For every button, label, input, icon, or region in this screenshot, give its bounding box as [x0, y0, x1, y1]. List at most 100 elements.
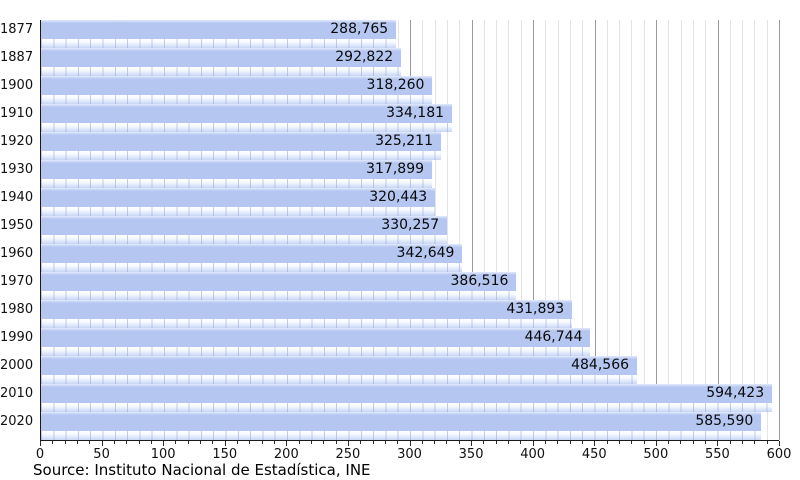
minor-gridline [668, 20, 670, 440]
y-axis-label-2010: 2010 [0, 386, 34, 401]
major-tick [409, 441, 411, 446]
bar-shine-1980 [41, 319, 573, 328]
source-caption: Source: Instituto Nacional de Estadístic… [33, 461, 371, 479]
minor-tick [680, 441, 682, 444]
minor-tick [76, 441, 78, 444]
major-tick [224, 441, 226, 446]
bar-shine-1950 [41, 235, 448, 244]
bar-row-1887: 292,822 [41, 48, 779, 76]
x-axis-label-350: 350 [458, 447, 484, 462]
minor-tick [384, 441, 386, 444]
minor-tick [631, 441, 633, 444]
bar-2000 [41, 356, 638, 375]
minor-gridline [619, 20, 621, 440]
bar-value-label: 325,211 [375, 133, 433, 149]
bar-1970 [41, 272, 517, 291]
minor-tick [742, 441, 744, 444]
y-axis-label-2000: 2000 [0, 358, 34, 373]
y-axis-label-1960: 1960 [0, 246, 34, 261]
bar-shine-1990 [41, 347, 591, 356]
minor-gridline [742, 20, 744, 440]
x-axis-label-0: 0 [35, 447, 45, 462]
minor-tick [581, 441, 583, 444]
y-axis-label-1980: 1980 [0, 302, 34, 317]
y-axis-label-1970: 1970 [0, 274, 34, 289]
x-axis-label-100: 100 [150, 447, 176, 462]
minor-tick [421, 441, 423, 444]
minor-gridline [483, 20, 485, 440]
bar-shine-1877 [41, 39, 397, 48]
major-gridline [471, 20, 473, 440]
x-axis-label-400: 400 [520, 447, 546, 462]
minor-gridline [508, 20, 510, 440]
major-tick [40, 441, 41, 446]
minor-tick [606, 441, 608, 444]
bar-value-label: 320,443 [369, 189, 428, 205]
minor-tick [754, 441, 756, 444]
bar-value-label: 446,744 [524, 329, 583, 345]
minor-tick [705, 441, 707, 444]
minor-tick [298, 441, 300, 444]
bar-1980 [41, 300, 573, 319]
bar-value-label: 585,590 [695, 413, 754, 429]
minor-tick [520, 441, 522, 444]
major-tick [779, 441, 780, 446]
bar-row-2000: 484,566 [41, 356, 779, 384]
bar-1900 [41, 76, 433, 95]
minor-gridline [643, 20, 645, 440]
major-tick [594, 441, 596, 446]
y-axis-label-1910: 1910 [0, 106, 34, 121]
minor-gridline [631, 20, 633, 440]
minor-tick [729, 441, 731, 444]
major-tick [101, 441, 103, 446]
minor-gridline [496, 20, 498, 440]
bar-value-label: 330,257 [381, 217, 440, 233]
y-axis-label-1920: 1920 [0, 134, 34, 149]
minor-gridline [582, 20, 584, 440]
major-tick [532, 441, 534, 446]
bar-1940 [41, 188, 436, 207]
bar-shine-1970 [41, 291, 517, 300]
major-gridline [594, 20, 596, 440]
bar-1960 [41, 244, 463, 263]
x-axis-label-50: 50 [93, 447, 110, 462]
major-tick [347, 441, 349, 446]
minor-gridline [606, 20, 608, 440]
x-axis-label-250: 250 [335, 447, 361, 462]
y-axis-label-1930: 1930 [0, 162, 34, 177]
bar-1920 [41, 132, 441, 151]
bar-value-label: 484,566 [571, 357, 630, 373]
minor-gridline [754, 20, 756, 440]
major-gridline [656, 20, 657, 440]
bar-1910 [41, 104, 453, 123]
bar-row-1930: 317,899 [41, 160, 779, 188]
x-axis-label-600: 600 [766, 447, 792, 462]
bar-value-label: 292,822 [335, 49, 394, 65]
minor-tick [668, 441, 670, 444]
minor-tick [52, 441, 54, 444]
minor-gridline [569, 20, 571, 440]
minor-tick [323, 441, 325, 444]
bar-series: 288,765 292,822 318,260 334,181 325,211 317,8… [41, 20, 779, 440]
bar-shine-2000 [41, 375, 638, 384]
minor-tick [150, 441, 152, 444]
bar-2020 [41, 412, 762, 431]
minor-gridline [459, 20, 461, 440]
x-axis-label-200: 200 [273, 447, 299, 462]
minor-tick [310, 441, 312, 444]
major-gridline [717, 20, 719, 440]
bar-1877 [41, 20, 397, 39]
minor-gridline [729, 20, 731, 440]
bar-row-2020: 585,590 [41, 412, 779, 440]
minor-tick [483, 441, 485, 444]
bar-shine-1887 [41, 67, 402, 76]
minor-gridline [766, 20, 768, 440]
minor-tick [434, 441, 436, 444]
major-tick [471, 441, 473, 446]
bar-shine-1920 [41, 151, 441, 160]
minor-tick [766, 441, 768, 444]
minor-tick [360, 441, 362, 444]
bar-value-label: 288,765 [330, 21, 389, 37]
minor-gridline [705, 20, 707, 440]
